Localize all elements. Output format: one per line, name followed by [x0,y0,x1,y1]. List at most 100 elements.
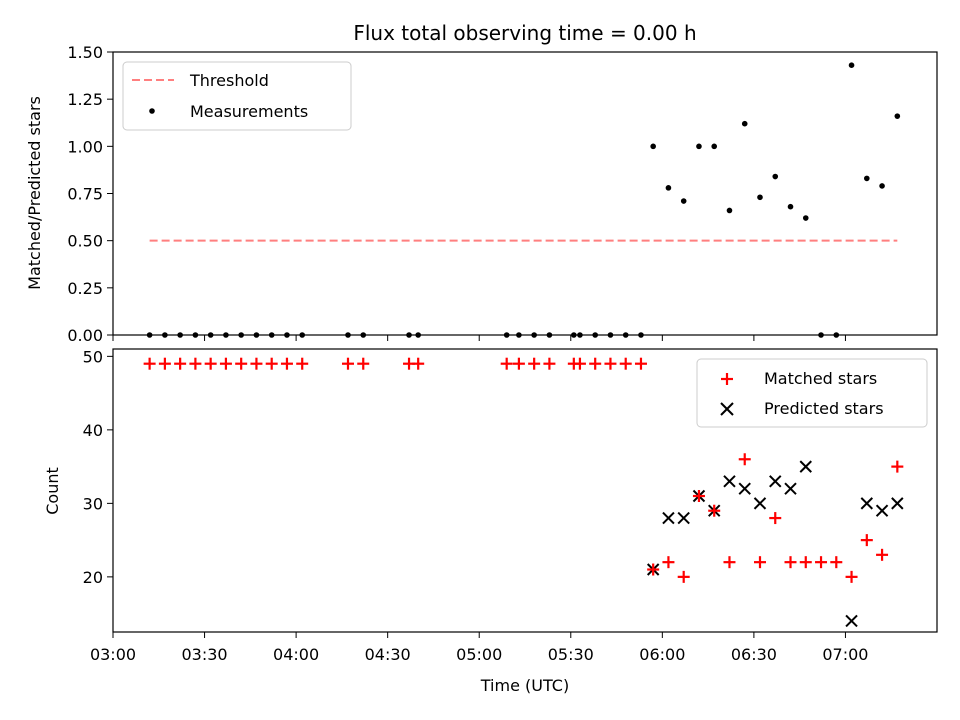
bottom-plot-marks [143,357,904,628]
matched-star-marker [845,570,858,583]
legend-predicted-swatch [720,402,734,416]
predicted-star-marker [723,475,736,488]
matched-star-marker [250,357,263,370]
x-tick-label: 06:00 [639,645,685,664]
x-tick-label: 03:00 [90,645,136,664]
matched-star-marker [204,357,217,370]
x-tick-label: 05:30 [548,645,594,664]
predicted-star-stroke [769,475,782,488]
matched-star-marker [891,460,904,473]
matched-star-marker [174,357,187,370]
x-tick-label: 05:00 [456,645,502,664]
measurement-point [802,215,809,221]
top-y-tick-label: 0.75 [67,185,103,204]
top-y-tick-label: 0.50 [67,232,103,251]
predicted-star-marker [875,504,889,517]
measurement-point [711,143,718,150]
matched-star-marker [143,357,156,370]
top-legend: Threshold Measurements [122,61,352,131]
top-y-ticks: 0.00 0.25 0.50 0.75 1.00 1.25 1.50 [67,43,113,345]
top-x-ticks [112,335,846,341]
matched-star-marker [753,556,766,569]
matched-star-marker [235,357,248,370]
bottom-y-axis-label: Count [43,467,62,515]
measurement-point [696,143,702,150]
matched-star-marker [265,357,278,370]
predicted-star-stroke [753,497,767,510]
legend-threshold-label: Threshold [189,71,269,90]
x-tick-label: 04:30 [365,645,411,664]
matched-star-marker [692,490,705,503]
measurement-point [650,143,656,150]
matched-star-marker [634,357,647,370]
matched-star-marker [158,357,171,370]
predicted-star-marker [860,497,874,510]
matched-star-marker [296,357,309,370]
x-axis-label: Time (UTC) [480,676,569,695]
matched-star-marker [815,556,828,569]
x-tick-label: 04:00 [273,645,319,664]
bottom-legend: Matched stars Predicted stars [696,358,928,428]
predicted-star-stroke [662,511,675,525]
matched-star-marker [589,357,602,370]
predicted-star-stroke [860,497,874,510]
predicted-star-stroke [891,497,904,510]
legend-measurements-label: Measurements [190,102,308,121]
x-tick-label: 06:30 [731,645,777,664]
matched-star-marker [412,357,425,370]
x-tick-label: 07:00 [822,645,868,664]
measurement-point [726,207,733,214]
bottom-x-ticks: 03:00 03:30 04:00 04:30 05:00 05:30 06:00 06:30… [90,632,868,664]
predicted-star-marker [753,497,767,510]
top-y-tick-label: 1.00 [67,137,103,156]
predicted-star-stroke [784,482,797,495]
legend-measurements-swatch [149,108,155,114]
predicted-star-stroke [723,475,736,488]
matched-star-marker [677,570,690,583]
predicted-star-marker [677,511,690,525]
matched-star-marker [219,357,232,370]
predicted-star-stroke [799,460,812,473]
predicted-star-stroke [738,482,751,495]
matched-star-marker [708,504,721,517]
matched-star-marker [280,357,293,370]
matched-star-marker [528,357,541,370]
matched-star-marker [357,357,370,370]
matched-star-marker [830,556,843,569]
bottom-y-tick-label: 30 [83,494,103,513]
predicted-star-marker [891,497,904,510]
measurement-point [894,113,901,119]
matched-star-marker [189,357,202,370]
matched-star-marker [860,534,873,547]
matched-star-marker [723,556,736,569]
matched-star-marker [738,453,751,466]
matched-star-marker [769,512,782,525]
predicted-star-marker [784,482,797,495]
matched-star-marker [543,357,556,370]
measurement-point [864,175,870,182]
predicted-star-marker [845,614,858,628]
matched-star-marker [647,563,660,576]
top-y-tick-label: 1.25 [67,90,103,109]
measurement-point [665,185,672,191]
chart-title: Flux total observing time = 0.00 h [353,21,696,45]
bottom-y-tick-label: 20 [83,568,103,587]
predicted-star-marker [799,460,812,473]
top-y-tick-label: 0.25 [67,279,103,298]
measurement-point [848,62,855,69]
matched-star-marker [500,357,513,370]
x-tick-label: 03:30 [182,645,228,664]
predicted-star-stroke [845,614,858,628]
matched-star-marker [799,556,812,569]
top-legend-box [122,61,352,131]
predicted-star-marker [738,482,751,495]
measurement-point [787,203,794,210]
bottom-y-tick-label: 40 [83,421,103,440]
measurement-point [757,194,763,201]
predicted-star-marker [769,475,782,488]
predicted-star-stroke [677,511,690,525]
top-plot-frame [112,51,938,336]
top-panel: 0.00 0.25 0.50 0.75 1.00 1.25 1.50 Matched/Pre… [25,43,938,345]
predicted-star-marker [662,511,675,525]
